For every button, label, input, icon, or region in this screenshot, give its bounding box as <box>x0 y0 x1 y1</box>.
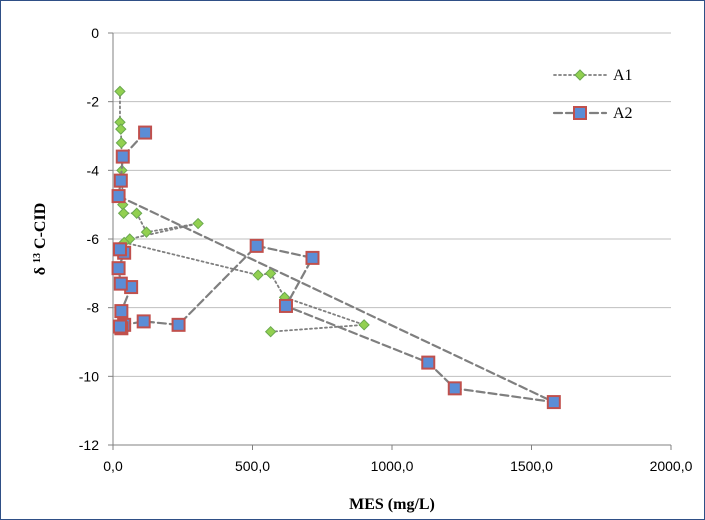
point-a2-9 <box>249 238 264 253</box>
x-tick-label-1: 500,0 <box>235 458 270 474</box>
point-a1-15 <box>358 319 370 331</box>
point-a1-6 <box>117 207 130 219</box>
point-a1-16 <box>264 325 277 338</box>
y-tick-label-6: -12 <box>79 437 99 453</box>
legend-marker-a1 <box>574 69 586 81</box>
legend[interactable]: A1 A2 <box>552 67 633 122</box>
y-axis-title: δ 13 C-CID <box>32 203 50 276</box>
y-tick-label-4: -8 <box>87 300 100 316</box>
point-a2-1 <box>115 149 130 164</box>
point-a2-6 <box>421 355 436 370</box>
gridlines <box>113 32 671 446</box>
x-axis-title: MES (mg/L) <box>349 496 435 513</box>
y-tick-label-1: -2 <box>87 94 100 110</box>
point-a2-10 <box>171 317 186 332</box>
y-tick-label-3: -6 <box>87 231 100 247</box>
axes: 0 -2 -4 -6 -8 -10 -120,0 500,0 1000,0 1500,0 2000,… <box>79 25 693 474</box>
point-a1-0 <box>114 85 126 98</box>
point-a1-12 <box>252 269 264 281</box>
point-a2-5 <box>447 381 462 396</box>
point-a2-8 <box>305 250 320 265</box>
point-a2-11 <box>136 314 151 329</box>
point-a1-2 <box>115 123 127 135</box>
point-a2-14 <box>112 319 127 334</box>
x-tick-label-0: 0,0 <box>103 458 123 474</box>
point-a2-15 <box>114 304 129 319</box>
legend-label-a1: A1 <box>613 67 633 84</box>
point-a2-17 <box>113 276 128 291</box>
point-a1-8 <box>140 226 153 238</box>
point-a1-10 <box>124 233 136 245</box>
y-axis-title-suffix: C-CID <box>32 203 49 249</box>
point-a2-4 <box>546 395 561 410</box>
x-tick-label-4: 2000,0 <box>650 458 693 474</box>
x-tick-label-2: 1000,0 <box>371 458 414 474</box>
legend-marker-a2 <box>573 106 587 120</box>
series-layer <box>111 85 561 410</box>
y-tick-label-5: -10 <box>79 368 99 384</box>
point-a2-20 <box>112 242 127 257</box>
point-a1-9 <box>192 217 204 230</box>
point-a1-7 <box>131 207 143 219</box>
point-a2-7 <box>278 298 293 313</box>
point-a2-2 <box>113 173 128 188</box>
legend-item-a2[interactable]: A2 <box>552 105 633 122</box>
legend-label-a2: A2 <box>613 105 633 122</box>
point-a2-3 <box>111 189 126 204</box>
legend-item-a1[interactable]: A1 <box>553 67 633 84</box>
point-a1-13 <box>264 267 277 280</box>
y-tick-label-0: 0 <box>91 25 99 41</box>
y-tick-label-2: -4 <box>87 162 100 178</box>
point-a2-0 <box>138 125 153 140</box>
series-line-a2 <box>117 131 555 404</box>
point-a2-18 <box>111 261 126 276</box>
y-axis-title-superscript: 13 <box>32 253 43 263</box>
x-tick-label-3: 1500,0 <box>510 458 553 474</box>
point-a1-3 <box>115 137 128 149</box>
y-axis-title-prefix: δ <box>32 267 49 275</box>
series-a2 <box>111 125 561 410</box>
